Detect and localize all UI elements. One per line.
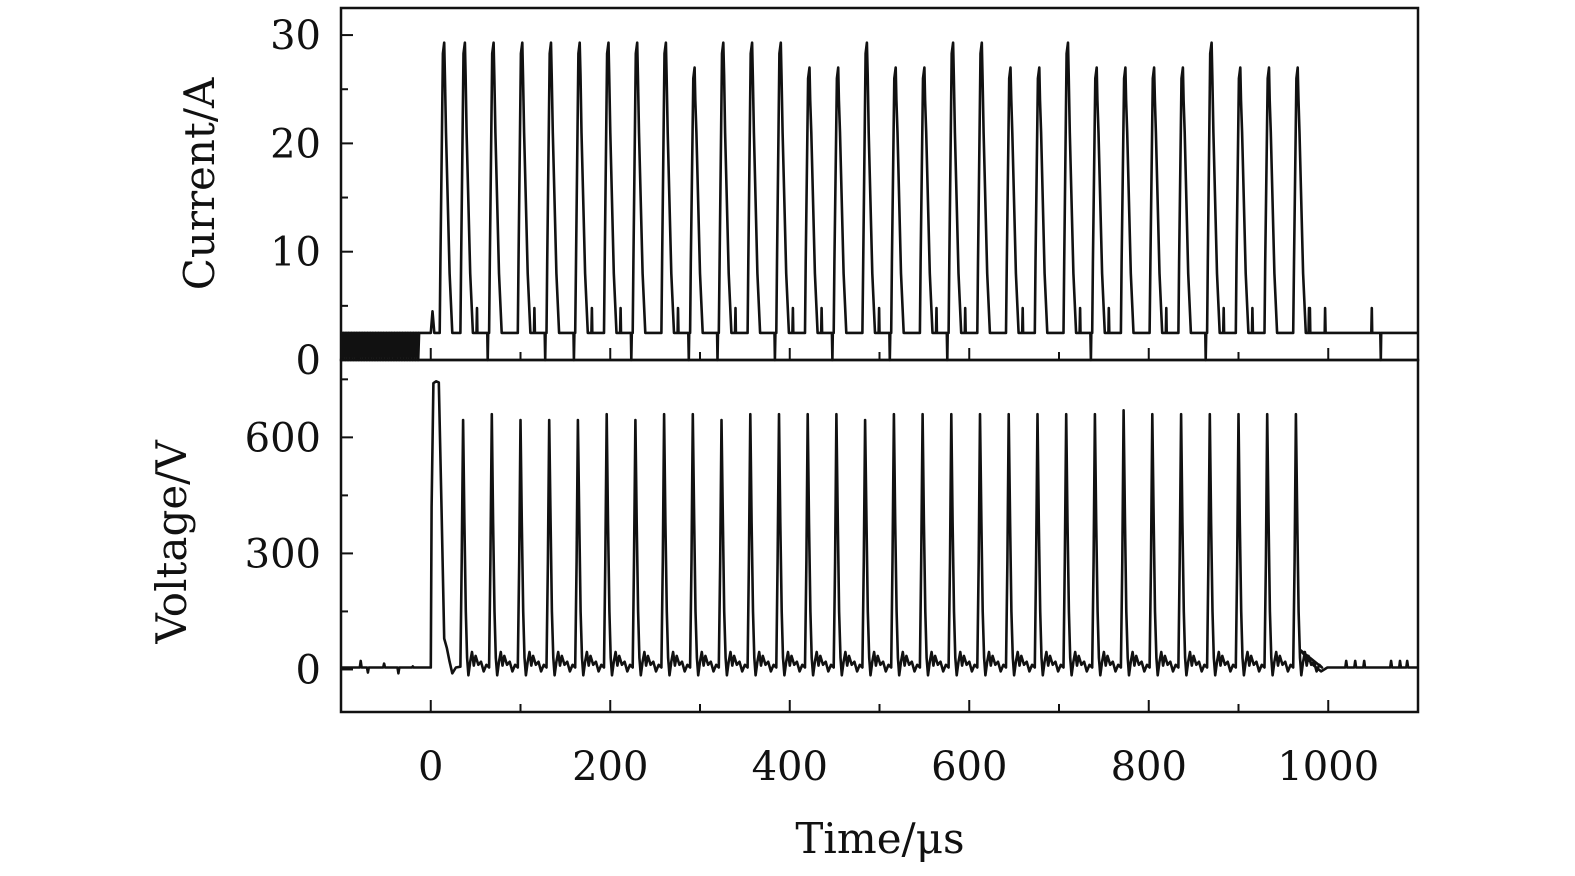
current-tick-label: 30: [270, 13, 321, 59]
current-tick-label: 10: [270, 230, 321, 276]
time-tick-label: 400: [752, 744, 828, 790]
time-tick-label: 200: [572, 744, 648, 790]
time-axis-title: Time/μs: [795, 814, 964, 863]
voltage-series-line: [341, 380, 1418, 677]
voltage-tick-label: 300: [245, 531, 321, 577]
current-axis-title: Current/A: [175, 77, 224, 290]
current-tick-label: 0: [296, 338, 321, 384]
current-tick-label: 20: [270, 121, 321, 167]
voltage-tick-label: 600: [245, 415, 321, 461]
current-panel: 0 10 20 30: [270, 6, 1420, 384]
time-tick-label: 800: [1111, 744, 1187, 790]
voltage-axis-title: Voltage/V: [147, 440, 196, 645]
voltage-panel: 0 300 600 0 200 400 600 800 1000: [245, 358, 1420, 790]
time-tick-label: 600: [931, 744, 1007, 790]
time-tick-label: 1000: [1277, 744, 1379, 790]
voltage-tick-label: 0: [296, 647, 321, 693]
time-tick-label: 0: [418, 744, 443, 790]
current-series-line: [341, 41, 1418, 362]
